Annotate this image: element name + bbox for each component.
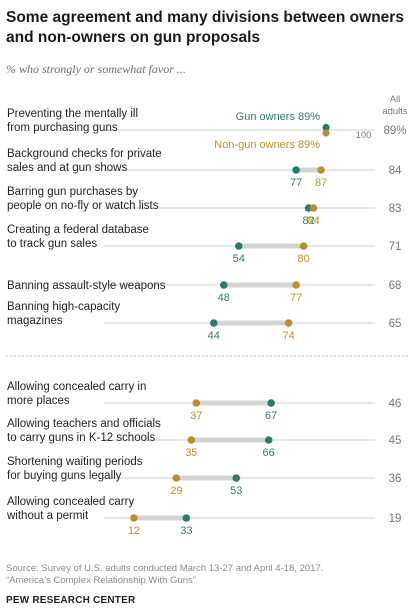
- source-note: Source: Survey of U.S. adults conducted …: [6, 563, 323, 587]
- non-owners-value-label: 29: [170, 485, 182, 497]
- non-owners-dot: [172, 474, 181, 482]
- non-owners-series-label: Non-gun owners 89%: [214, 139, 320, 151]
- non-owners-value-label: 80: [297, 253, 309, 265]
- row-label: to track gun sales: [7, 238, 97, 250]
- all-adults-value: 65: [389, 318, 402, 330]
- owners-dot: [292, 166, 300, 174]
- all-adults-value: 68: [389, 280, 402, 292]
- all-adults-value: 46: [389, 398, 402, 410]
- owners-value-label: 67: [265, 410, 277, 422]
- owners-dot: [219, 281, 228, 289]
- row-label: Banning high-capacity: [7, 301, 120, 313]
- non-owners-dot: [284, 319, 293, 327]
- chart-title: Some agreement and many divisions betwee…: [6, 9, 404, 46]
- all-adults-value: 89%: [383, 125, 406, 137]
- row-label: more places: [7, 395, 70, 407]
- all-adults-value: 36: [389, 473, 402, 485]
- organization-name: PEW RESEARCH CENTER: [6, 595, 136, 606]
- row-label: Allowing concealed carry: [7, 496, 134, 508]
- owners-value-label: 66: [263, 447, 275, 459]
- row-label: to carry guns in K-12 schools: [7, 432, 156, 444]
- non-owners-value-label: 77: [290, 292, 302, 304]
- non-owners-dot: [130, 514, 138, 522]
- row-label: Allowing teachers and officials: [7, 418, 161, 430]
- row-label: Shortening waiting periods: [7, 456, 143, 468]
- owners-dot: [182, 514, 191, 522]
- non-owners-value-label: 87: [315, 177, 327, 189]
- non-owners-value-label: 12: [128, 525, 140, 537]
- row-label: Creating a federal database: [7, 224, 149, 236]
- all-adults-header-line1: All: [390, 94, 401, 105]
- owners-value-label: 44: [208, 330, 220, 342]
- owners-dot: [234, 242, 243, 250]
- row-label: Barring gun purchases by: [7, 186, 138, 198]
- source-line: Source: Survey of U.S. adults conducted …: [6, 563, 324, 574]
- non-owners-dot: [292, 281, 300, 289]
- row-label: Allowing concealed carry in: [7, 381, 146, 393]
- owners-value-label: 33: [180, 525, 192, 537]
- all-adults-value: 84: [389, 165, 402, 177]
- owners-value-label: 53: [230, 485, 242, 497]
- owners-value-label: 54: [233, 253, 245, 265]
- non-owners-dot: [322, 129, 330, 137]
- non-owners-dot: [309, 204, 318, 212]
- owners-dot: [209, 319, 218, 327]
- owners-dot: [267, 399, 275, 407]
- non-owners-dot: [299, 242, 308, 250]
- all-adults-value: 45: [389, 435, 402, 447]
- row-label: for buying guns legally: [7, 470, 122, 482]
- chart-subtitle: % who strongly or somewhat favor ...: [6, 62, 186, 76]
- owners-dot: [264, 436, 273, 444]
- all-adults-value: 19: [389, 513, 402, 525]
- all-adults-value: 83: [389, 203, 402, 215]
- non-owners-dot: [317, 166, 325, 174]
- owners-value-label: 82: [302, 215, 314, 227]
- all-adults-value: 71: [389, 241, 402, 253]
- owners-value-label: 48: [218, 292, 230, 304]
- row-label: people on no-fly or watch lists: [7, 200, 159, 212]
- all-adults-header-line2: adults: [382, 106, 408, 117]
- non-owners-dot: [192, 399, 201, 407]
- row-label: Preventing the mentally ill: [7, 108, 138, 120]
- non-owners-dot: [187, 436, 196, 444]
- report-title: “America’s Complex Relationship With Gun…: [6, 575, 196, 586]
- row-label: Background checks for private: [7, 148, 162, 160]
- non-owners-value-label: 84: [307, 215, 319, 227]
- row-label: magazines: [7, 315, 63, 327]
- row-label: from purchasing guns: [7, 122, 118, 134]
- axis-end-label: 100: [356, 130, 372, 141]
- row-label: sales and at gun shows: [7, 162, 127, 174]
- owners-dot: [232, 474, 241, 482]
- row-label: without a permit: [6, 510, 89, 522]
- owners-series-label: Gun owners 89%: [236, 111, 321, 123]
- non-owners-value-label: 37: [190, 410, 202, 422]
- row-label: Banning assault-style weapons: [7, 280, 166, 292]
- non-owners-value-label: 35: [185, 447, 197, 459]
- non-owners-value-label: 74: [283, 330, 295, 342]
- owners-dot: [322, 123, 330, 132]
- owners-value-label: 77: [290, 177, 302, 189]
